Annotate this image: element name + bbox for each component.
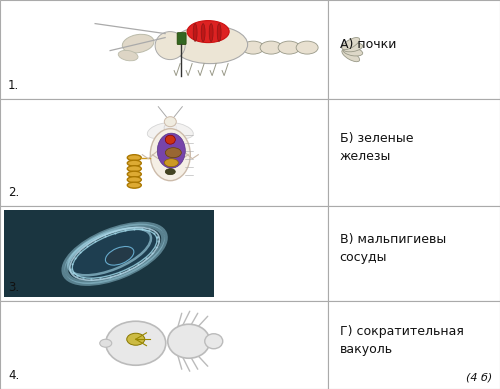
Ellipse shape: [172, 26, 248, 63]
Bar: [0, 0, 328, 99]
Ellipse shape: [168, 324, 210, 358]
Ellipse shape: [128, 177, 141, 183]
Bar: [328, 206, 500, 301]
Text: (4 б): (4 б): [466, 373, 492, 383]
Ellipse shape: [148, 123, 176, 138]
Ellipse shape: [342, 49, 359, 62]
Bar: [4, 210, 214, 298]
Ellipse shape: [100, 339, 112, 347]
Ellipse shape: [106, 321, 166, 365]
Ellipse shape: [164, 159, 178, 166]
Ellipse shape: [209, 24, 213, 42]
Ellipse shape: [164, 117, 176, 127]
Ellipse shape: [201, 24, 205, 42]
Ellipse shape: [158, 133, 186, 168]
Text: 4.: 4.: [8, 369, 19, 382]
Ellipse shape: [150, 129, 190, 180]
Ellipse shape: [242, 41, 264, 54]
Ellipse shape: [128, 155, 141, 161]
Ellipse shape: [156, 133, 174, 142]
Text: 2.: 2.: [8, 186, 19, 199]
Ellipse shape: [260, 41, 282, 54]
Ellipse shape: [187, 21, 229, 43]
Ellipse shape: [128, 171, 141, 177]
Ellipse shape: [278, 41, 300, 54]
Bar: [328, 99, 500, 206]
Ellipse shape: [118, 51, 138, 61]
Bar: [0, 301, 328, 389]
Ellipse shape: [166, 169, 175, 175]
Ellipse shape: [122, 34, 154, 53]
Ellipse shape: [106, 247, 134, 265]
Ellipse shape: [128, 182, 141, 188]
Ellipse shape: [205, 334, 223, 349]
Ellipse shape: [168, 133, 186, 142]
Text: В) мальпигиевы
сосуды: В) мальпигиевы сосуды: [340, 233, 446, 264]
Text: А) почки: А) почки: [340, 38, 396, 51]
Ellipse shape: [166, 135, 175, 144]
Ellipse shape: [193, 24, 197, 42]
Ellipse shape: [296, 41, 318, 54]
Ellipse shape: [164, 123, 194, 138]
Text: 1.: 1.: [8, 79, 19, 92]
Text: Б) зеленые
железы: Б) зеленые железы: [340, 132, 413, 163]
FancyBboxPatch shape: [177, 33, 186, 45]
Ellipse shape: [128, 160, 141, 166]
Bar: [0, 206, 328, 301]
Ellipse shape: [343, 47, 362, 56]
Ellipse shape: [343, 43, 362, 52]
Bar: [328, 301, 500, 389]
Ellipse shape: [72, 230, 157, 278]
Text: 3.: 3.: [8, 282, 19, 294]
Ellipse shape: [342, 37, 359, 50]
Bar: [0, 99, 328, 206]
Ellipse shape: [128, 166, 141, 172]
Ellipse shape: [155, 32, 185, 60]
Bar: [328, 0, 500, 99]
Ellipse shape: [127, 333, 145, 345]
Text: Г) сократительная
вакуоль: Г) сократительная вакуоль: [340, 325, 464, 356]
Ellipse shape: [217, 24, 221, 42]
Ellipse shape: [224, 41, 246, 54]
Ellipse shape: [166, 148, 182, 158]
